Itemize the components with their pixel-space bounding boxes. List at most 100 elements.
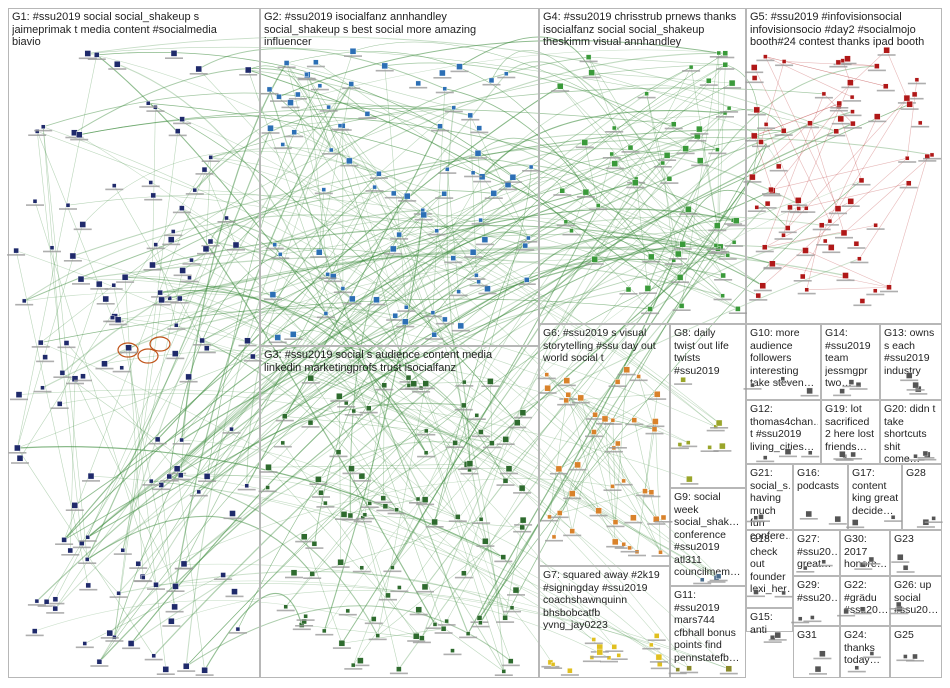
node — [843, 608, 849, 615]
edge — [122, 83, 352, 551]
edge — [614, 116, 780, 167]
node — [652, 418, 659, 425]
node — [265, 485, 270, 490]
node-label-mark — [295, 625, 314, 627]
node-label-mark — [316, 506, 335, 508]
node — [776, 163, 782, 170]
node — [644, 285, 652, 292]
node — [847, 79, 854, 86]
node-label-mark — [550, 516, 569, 519]
node-label-mark — [606, 525, 625, 528]
node — [42, 354, 48, 360]
node — [340, 286, 346, 291]
node-label-mark — [70, 138, 89, 141]
edge — [313, 281, 479, 544]
edge — [183, 186, 375, 565]
node — [146, 100, 151, 106]
node — [839, 451, 846, 458]
edge — [404, 312, 471, 464]
node — [125, 344, 132, 351]
node — [415, 80, 421, 87]
node — [897, 554, 904, 561]
node — [467, 112, 473, 119]
node — [466, 460, 474, 467]
node — [655, 653, 663, 661]
edge — [274, 244, 320, 253]
node-label-mark — [708, 229, 727, 232]
node-label-mark — [496, 443, 515, 445]
node-label-mark — [46, 612, 65, 614]
node — [896, 601, 902, 608]
node-label-mark — [189, 73, 208, 75]
node-label-mark — [799, 518, 818, 520]
node-label-mark — [829, 212, 847, 215]
node — [720, 272, 726, 279]
edge — [180, 474, 678, 670]
node-label-mark — [435, 197, 454, 199]
edge — [559, 85, 717, 246]
edge — [72, 136, 933, 257]
node-label-mark — [843, 114, 862, 117]
node — [231, 588, 238, 595]
node-label-mark — [707, 581, 726, 583]
node — [43, 599, 50, 605]
edge — [176, 324, 601, 648]
node — [195, 65, 202, 73]
node — [859, 606, 866, 612]
node-label-mark — [833, 394, 852, 397]
node — [850, 109, 855, 114]
edge — [349, 193, 445, 516]
node-label-mark — [884, 520, 903, 522]
node-label-mark — [305, 547, 324, 549]
node-label-mark — [773, 381, 792, 384]
edge — [286, 62, 454, 108]
node-label-mark — [358, 117, 377, 119]
node — [410, 380, 417, 387]
node — [781, 59, 787, 64]
self-loop — [149, 336, 171, 352]
edge — [96, 54, 427, 454]
edge — [436, 218, 674, 261]
node-label-mark — [575, 146, 594, 149]
node-label-mark — [617, 373, 636, 376]
node-label-mark — [342, 87, 361, 90]
node — [199, 337, 205, 344]
node-label-mark — [471, 223, 490, 225]
node-label-mark — [473, 180, 492, 183]
node-label-mark — [61, 554, 80, 556]
node — [696, 125, 703, 133]
node — [476, 615, 483, 621]
edge — [612, 420, 616, 523]
node-label-mark — [387, 512, 406, 515]
edge — [323, 210, 424, 632]
node-label-mark — [833, 63, 852, 66]
node — [396, 666, 402, 672]
node-label-mark — [907, 82, 926, 85]
node-label-mark — [725, 245, 744, 247]
node-label-mark — [172, 443, 191, 445]
node-label-mark — [446, 446, 465, 448]
node — [404, 305, 409, 310]
node — [680, 377, 686, 383]
node-label-mark — [197, 351, 216, 354]
node-label-mark — [538, 392, 557, 394]
node — [636, 374, 641, 379]
node — [844, 55, 851, 62]
node-label-mark — [238, 344, 257, 347]
edge — [180, 62, 288, 441]
node — [588, 69, 595, 76]
node — [610, 484, 615, 489]
node — [509, 174, 517, 181]
node — [278, 252, 283, 257]
edge — [469, 115, 477, 276]
node-label-mark — [407, 640, 426, 642]
node-label-mark — [700, 450, 719, 452]
node — [154, 436, 161, 443]
node-label-mark — [59, 208, 77, 210]
node — [172, 350, 179, 357]
node — [733, 217, 740, 224]
edge — [339, 396, 341, 563]
node — [415, 496, 421, 502]
node — [307, 419, 314, 426]
node-label-mark — [66, 382, 84, 385]
